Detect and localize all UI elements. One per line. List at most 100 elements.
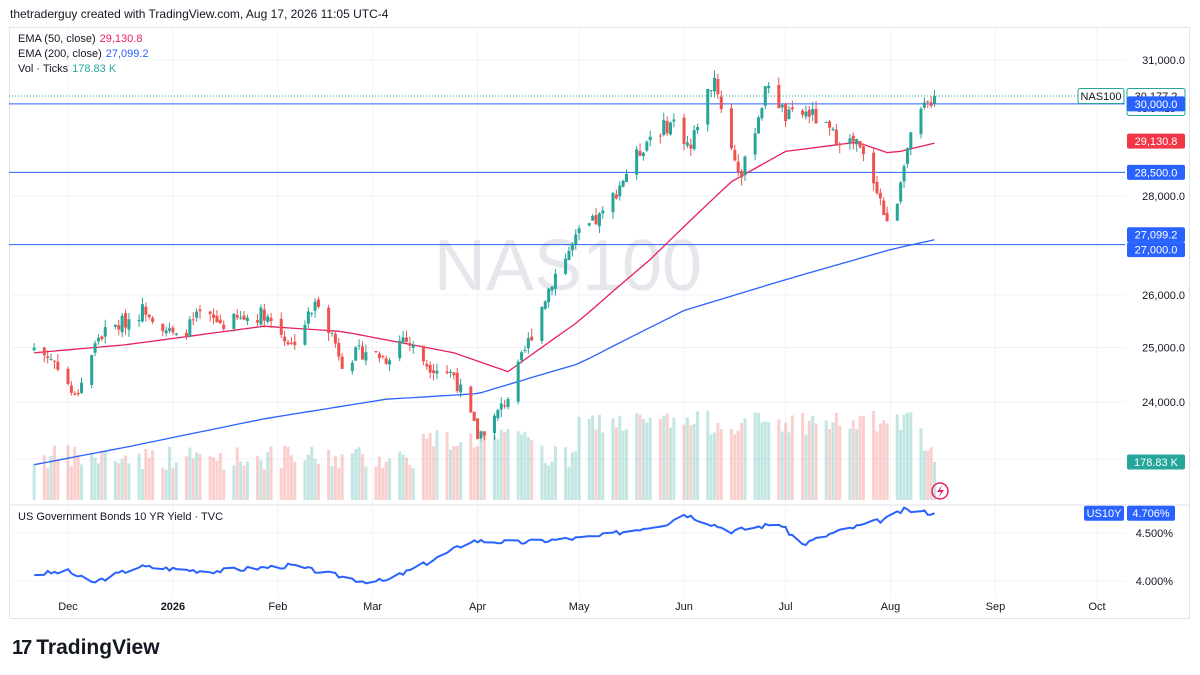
candle: [279, 312, 283, 339]
candle: [354, 346, 358, 361]
volume-bar: [52, 445, 56, 500]
ema50-tag-text: 29,130.8: [1135, 136, 1178, 148]
tradingview-logo[interactable]: 17 TradingView: [12, 636, 160, 660]
volume-bar: [411, 468, 415, 500]
time-tick-label: Jul: [779, 601, 793, 613]
volume-bar: [526, 437, 530, 500]
candle: [828, 119, 832, 136]
yield-value-tag: 4.706%: [1127, 505, 1175, 521]
candle-body: [743, 156, 747, 176]
volume-bar: [293, 461, 297, 500]
level-27000-tag-box: [1127, 242, 1185, 258]
volume-tag-text: 178.83 K: [1134, 457, 1179, 469]
candle-body: [289, 342, 293, 344]
candle: [543, 300, 547, 311]
candle: [540, 305, 544, 345]
candle-body: [909, 132, 913, 149]
candle-body: [763, 86, 767, 106]
candle-body: [706, 88, 710, 125]
candle: [452, 371, 456, 380]
candle-body: [587, 223, 591, 226]
candle: [587, 223, 591, 227]
candle: [262, 303, 266, 328]
candle: [601, 206, 605, 219]
candle-body: [208, 311, 212, 314]
candle-body: [256, 320, 260, 323]
candle-body: [855, 138, 859, 145]
volume-bar: [591, 415, 595, 500]
volume-bar: [425, 438, 429, 500]
tradingview-brand: TradingView: [36, 636, 160, 659]
candle: [289, 337, 293, 346]
legend-ema200[interactable]: EMA (200, close) 27,099.2: [18, 48, 149, 60]
yield-axis[interactable]: 4.500% 4.000%: [1136, 528, 1174, 588]
lightning-icon[interactable]: [931, 482, 949, 500]
candle: [212, 308, 216, 325]
candle-body: [140, 304, 144, 322]
candle-body: [184, 332, 188, 337]
candle: [790, 100, 794, 113]
candle: [516, 359, 520, 405]
volume-bar: [811, 415, 815, 500]
candle-body: [740, 171, 744, 178]
volume-bar: [232, 465, 236, 500]
volume-bar: [435, 430, 439, 500]
volume-bar: [401, 454, 405, 500]
candle: [388, 357, 392, 371]
candle: [208, 310, 212, 322]
volume-bar: [120, 458, 124, 500]
candle: [689, 138, 693, 156]
volume-bar: [242, 465, 246, 500]
candle: [824, 121, 828, 124]
candle: [32, 343, 36, 352]
candle: [550, 285, 554, 296]
candle: [743, 155, 747, 181]
volume-bar: [113, 461, 117, 500]
volume-bar: [80, 464, 84, 500]
candle-body: [648, 136, 652, 141]
volume-bar: [601, 432, 605, 500]
legend-yield[interactable]: US Government Bonds 10 YR Yield · TVC: [18, 511, 223, 523]
volume-bar: [658, 419, 662, 500]
candle-body: [621, 180, 625, 187]
volume-bar: [503, 432, 507, 500]
legend-volume[interactable]: Vol · Ticks 178.83 K: [18, 63, 116, 75]
candle: [293, 334, 297, 350]
legend-ema50[interactable]: EMA (50, close) 29,130.8: [18, 33, 142, 45]
candle: [435, 363, 439, 380]
volume-bar: [452, 446, 456, 500]
candle-body: [669, 122, 673, 135]
candle: [801, 108, 805, 119]
candle-body: [316, 299, 320, 307]
candle: [360, 341, 364, 360]
price-axis[interactable]: 31,000.0 28,000.0 26,000.0 25,000.0 24,000.0…: [1142, 55, 1185, 466]
candle-body: [597, 213, 601, 227]
candle: [899, 181, 903, 204]
candle: [564, 253, 568, 276]
candle: [103, 319, 107, 344]
candle-body: [882, 200, 886, 215]
time-axis[interactable]: Dec 2026 Feb Mar Apr May Jun Jul Aug Sep Oct: [58, 601, 1105, 613]
volume-bar: [364, 466, 368, 500]
candle: [245, 314, 249, 326]
candle: [120, 312, 124, 337]
candle-body: [692, 130, 696, 149]
grid-lines: [9, 28, 1125, 597]
candle-body: [824, 122, 828, 124]
candle-body: [222, 324, 226, 329]
candle: [814, 101, 818, 124]
candle-body: [127, 319, 131, 330]
volume-bar: [448, 449, 452, 500]
candle: [625, 169, 629, 183]
candle: [357, 339, 361, 351]
candle-body: [753, 133, 757, 155]
candle-body: [212, 314, 216, 318]
candle-body: [337, 343, 341, 357]
candle: [222, 320, 226, 332]
candle-body: [279, 318, 283, 335]
volume-bar: [611, 418, 615, 500]
ema50-tag-box: [1127, 133, 1185, 149]
volume-bar: [147, 457, 151, 500]
volume-bar: [905, 412, 909, 500]
